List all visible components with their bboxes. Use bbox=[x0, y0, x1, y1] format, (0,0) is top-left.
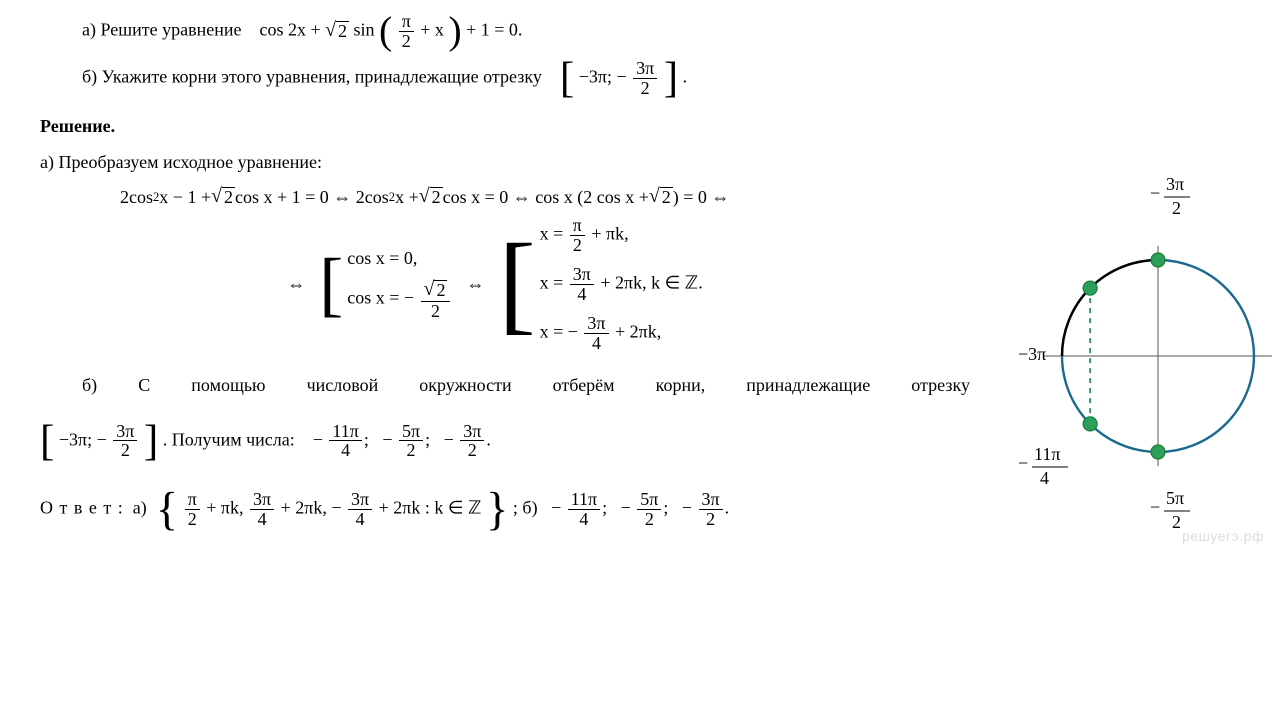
b-justified: б)Спомощьючисловойокружностиотберёмкорни… bbox=[0, 371, 990, 400]
svg-text:−3π: −3π bbox=[1018, 344, 1046, 364]
watermark: решуегэ.рф bbox=[1182, 528, 1264, 544]
solution-heading: Решение. bbox=[0, 108, 990, 145]
svg-text:−: − bbox=[1150, 183, 1160, 203]
lbracket-icon: [ bbox=[560, 54, 574, 101]
problem-b: б) Укажите корни этого уравнения, принад… bbox=[0, 55, 990, 102]
problem-a-prefix: а) Решите уравнение bbox=[82, 20, 241, 40]
sqrt-2-icon: √2 bbox=[325, 21, 349, 42]
frac-3pi-2: 3π 2 bbox=[633, 59, 657, 98]
svg-text:2: 2 bbox=[1172, 198, 1181, 218]
lparen-icon: ( bbox=[379, 9, 392, 53]
svg-text:−: − bbox=[1018, 453, 1028, 473]
frac-pi-2: π 2 bbox=[399, 12, 414, 51]
system-1: [ cos x = 0, cos x = − √2 2 bbox=[319, 248, 452, 320]
problem-a: а) Решите уравнение cos 2x + √2 sin ( π … bbox=[0, 8, 990, 55]
transform-chain: 2cos2 x − 1 + √2 cos x + 1 = 0 ⇔ 2cos2 x… bbox=[0, 187, 990, 208]
solution-column: а) Решите уравнение cos 2x + √2 sin ( π … bbox=[0, 0, 990, 533]
answer-line: О т в е т : а) { π2 + πk, 3π4 + 2πk, − 3… bbox=[0, 486, 990, 533]
svg-text:4: 4 bbox=[1040, 468, 1049, 488]
rparen-icon: ) bbox=[448, 9, 461, 53]
svg-text:5π: 5π bbox=[1166, 488, 1184, 508]
svg-text:11π: 11π bbox=[1034, 444, 1060, 464]
eq-cos2x: cos 2x + bbox=[259, 20, 325, 40]
problem-b-prefix: б) Укажите корни этого уравнения, принад… bbox=[82, 66, 542, 86]
rbracket-icon: ] bbox=[664, 54, 678, 101]
system-row: ⇔ [ cos x = 0, cos x = − √2 2 ⇔ [ bbox=[0, 216, 990, 352]
system-2: [ x = π2 + πk, x = 3π4 + 2πk, k ∈ ℤ. x =… bbox=[498, 216, 702, 352]
svg-text:3π: 3π bbox=[1166, 178, 1184, 194]
svg-text:−: − bbox=[1150, 497, 1160, 517]
step-a: а) Преобразуем исходное уравнение: bbox=[0, 144, 990, 181]
b-interval-roots: [ −3π; − 3π2 ] . Получим числа: − 11π4; … bbox=[0, 418, 990, 465]
unit-circle-diagram: −3π2−11π4−5π2−3π bbox=[1010, 178, 1274, 538]
svg-text:2: 2 bbox=[1172, 512, 1181, 532]
